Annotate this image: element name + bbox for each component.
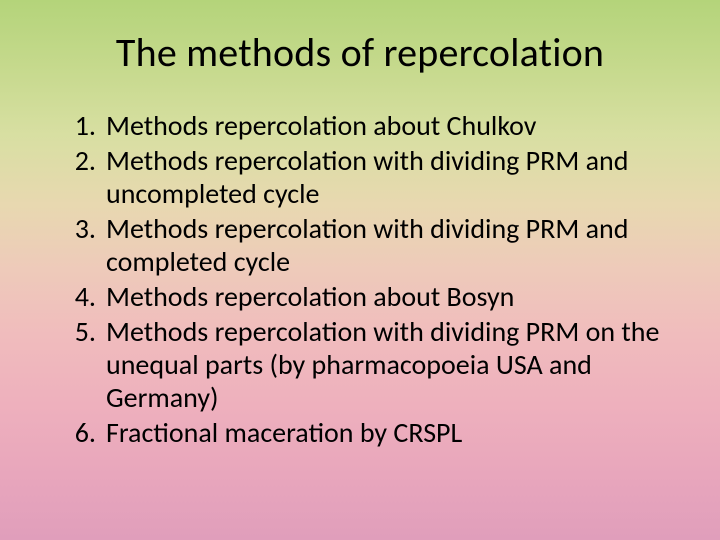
- numbered-list: Methods repercolation about Chulkov Meth…: [48, 109, 672, 449]
- slide-title: The methods of repercolation: [48, 28, 672, 77]
- list-item: Methods repercolation with dividing PRM …: [48, 212, 672, 278]
- list-item: Methods repercolation about Chulkov: [48, 109, 672, 142]
- slide: The methods of repercolation Methods rep…: [0, 0, 720, 540]
- list-item: Methods repercolation with dividing PRM …: [48, 144, 672, 210]
- list-item: Methods repercolation with dividing PRM …: [48, 315, 672, 414]
- list-item: Fractional maceration by CRSPL: [48, 416, 672, 449]
- list-item: Methods repercolation about Bosyn: [48, 280, 672, 313]
